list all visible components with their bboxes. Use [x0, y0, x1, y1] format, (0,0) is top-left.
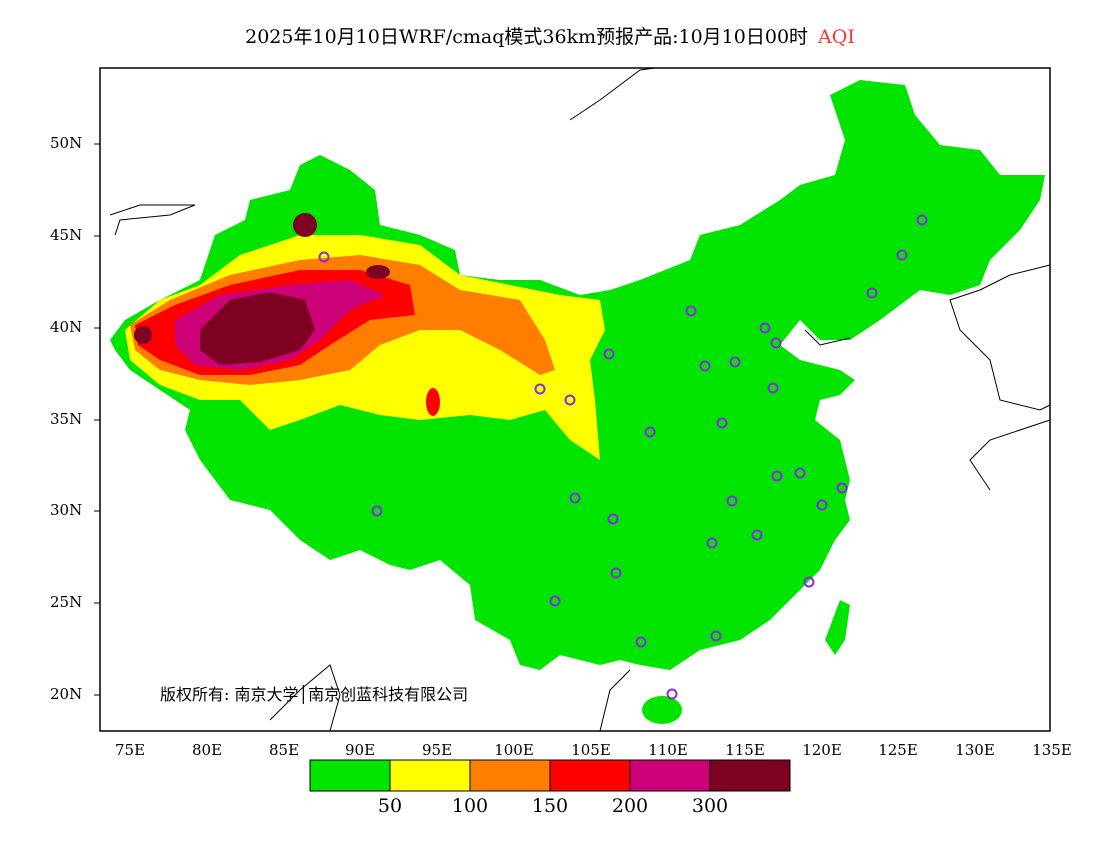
lon-label: 80E: [191, 741, 223, 759]
city-marker: [729, 356, 741, 368]
lat-label: 35N: [50, 410, 83, 428]
legend-swatch: [469, 759, 551, 792]
lon-label: 120E: [802, 741, 842, 759]
lon-label: 75E: [114, 741, 146, 759]
legend-level-label: 100: [451, 795, 489, 817]
city-marker: [635, 636, 647, 648]
lon-label: 95E: [421, 741, 453, 759]
city-markers: [318, 214, 928, 700]
axis-ticks: [94, 143, 100, 696]
city-marker: [726, 495, 738, 507]
city-marker: [816, 499, 828, 511]
legend-swatch: [629, 759, 711, 792]
city-marker: [836, 482, 848, 494]
aqi-unhealthy-spot: [426, 388, 440, 416]
lon-label: 125E: [878, 741, 918, 759]
city-marker: [751, 529, 763, 541]
city-marker: [896, 249, 908, 261]
city-marker: [803, 576, 815, 588]
copyright-text: 版权所有: 南京大学│南京创蓝科技有限公司: [160, 685, 469, 704]
aqi-hazardous-spot: [366, 265, 390, 279]
aqi-hazardous-region: [200, 292, 315, 365]
lon-label: 100E: [494, 741, 534, 759]
city-marker: [666, 688, 678, 700]
china-aqi-field: [110, 80, 1045, 724]
city-marker: [564, 394, 576, 406]
city-marker: [685, 305, 697, 317]
legend-level-label: 50: [377, 795, 403, 817]
city-marker: [549, 595, 561, 607]
city-marker: [706, 537, 718, 549]
city-marker: [770, 337, 782, 349]
city-marker: [371, 505, 383, 517]
city-marker: [767, 382, 779, 394]
legend-swatch: [389, 759, 471, 792]
coastlines: [109, 67, 1051, 732]
lon-label: 130E: [955, 741, 995, 759]
lon-label: 110E: [648, 741, 688, 759]
city-marker: [866, 287, 878, 299]
city-marker: [644, 426, 656, 438]
lon-label: 85E: [268, 741, 300, 759]
city-marker: [318, 251, 330, 263]
lon-label: 135E: [1032, 741, 1072, 759]
city-marker: [534, 383, 546, 395]
city-marker: [603, 348, 615, 360]
legend-level-label: 300: [691, 795, 729, 817]
lat-label: 30N: [50, 501, 83, 519]
title-variable: AQI: [818, 26, 855, 48]
lon-label: 105E: [571, 741, 611, 759]
aqi-hazardous-spot: [134, 326, 152, 344]
city-marker: [610, 567, 622, 579]
lat-label: 45N: [50, 226, 83, 244]
legend-swatch: [549, 759, 631, 792]
city-marker: [710, 630, 722, 642]
lat-label: 40N: [50, 318, 83, 336]
color-legend: [309, 759, 791, 792]
city-marker: [794, 467, 806, 479]
legend-level-label: 200: [611, 795, 649, 817]
lat-label: 50N: [50, 134, 83, 152]
lat-label: 25N: [50, 593, 83, 611]
city-marker: [699, 360, 711, 372]
legend-level-label: 150: [531, 795, 569, 817]
legend-swatch: [309, 759, 391, 792]
legend-swatch: [709, 759, 791, 792]
city-marker: [607, 513, 619, 525]
lat-label: 20N: [50, 685, 83, 703]
aqi-hazardous-spot: [293, 213, 317, 237]
city-marker: [771, 470, 783, 482]
lon-label: 115E: [725, 741, 765, 759]
city-marker: [759, 322, 771, 334]
taiwan-island: [825, 600, 850, 655]
title-text: 2025年10月10日WRF/cmaq模式36km预报产品:10月10日00时: [245, 26, 809, 48]
map-title: 2025年10月10日WRF/cmaq模式36km预报产品:10月10日00时 A…: [0, 22, 1100, 49]
city-marker: [916, 214, 928, 226]
city-marker: [569, 492, 581, 504]
lon-label: 90E: [344, 741, 376, 759]
city-marker: [716, 417, 728, 429]
hainan-island: [642, 696, 682, 724]
